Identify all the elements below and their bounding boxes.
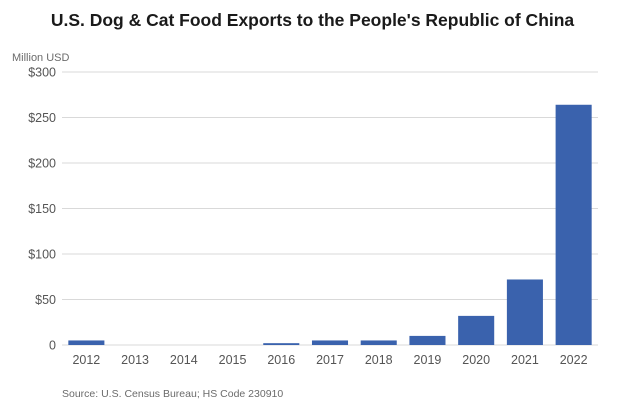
x-tick-label: 2021: [511, 353, 539, 367]
source-note: Source: U.S. Census Bureau; HS Code 2309…: [62, 388, 284, 400]
y-tick-label: $200: [28, 157, 56, 171]
bar-2012: [68, 340, 105, 345]
bar-2018: [360, 340, 397, 345]
x-tick-label: 2013: [121, 353, 149, 367]
x-tick-label: 2019: [414, 353, 442, 367]
x-tick-label: 2012: [72, 353, 100, 367]
x-tick-label: 2014: [170, 353, 198, 367]
bars: [68, 104, 592, 345]
x-tick-label: 2020: [462, 353, 490, 367]
y-tick-label: $150: [28, 202, 56, 216]
x-tick-label: 2022: [560, 353, 588, 367]
y-axis-label: Million USD: [12, 52, 70, 64]
bar-2017: [311, 340, 349, 345]
bar-2019: [409, 335, 446, 345]
x-tick-label: 2018: [365, 353, 393, 367]
x-tick-label: 2017: [316, 353, 344, 367]
bar-2021: [506, 279, 543, 345]
x-tick-label: 2015: [219, 353, 247, 367]
bar-2022: [555, 104, 592, 345]
y-tick-label: 0: [49, 339, 56, 353]
y-tick-label: $250: [28, 111, 56, 125]
bar-2016: [263, 343, 300, 345]
y-tick-labels: 0 $50 $100 $150 $200 $250 $300: [28, 66, 56, 353]
bar-2020: [458, 315, 495, 345]
y-tick-label: $50: [35, 293, 56, 307]
y-tick-label: $300: [28, 66, 56, 80]
chart-title: U.S. Dog & Cat Food Exports to the Peopl…: [50, 10, 575, 30]
x-tick-labels: 2012 2013 2014 2015 2016 2017 2018 2019 2020 2021…: [72, 353, 587, 367]
y-tick-label: $100: [28, 248, 56, 262]
x-tick-label: 2016: [267, 353, 295, 367]
